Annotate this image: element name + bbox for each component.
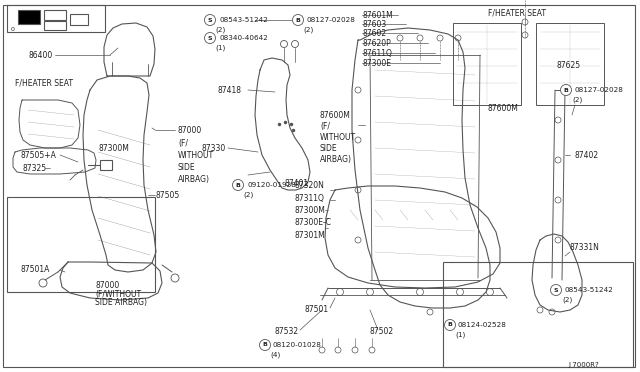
Text: 87311Q: 87311Q	[295, 193, 325, 202]
Text: 87625: 87625	[557, 61, 581, 70]
Bar	[453, 23, 521, 105]
Text: (2): (2)	[562, 297, 572, 303]
Text: J 7000R?: J 7000R?	[568, 362, 599, 368]
Text: 87501A: 87501A	[20, 266, 49, 275]
Bar	[7, 5, 105, 32]
Text: 87501: 87501	[305, 305, 329, 314]
Text: F/HEATER SEAT: F/HEATER SEAT	[15, 78, 73, 87]
Bar	[443, 262, 633, 367]
Text: (4): (4)	[270, 352, 280, 358]
Bar	[44, 10, 66, 20]
Bar	[70, 14, 88, 25]
Text: (F/: (F/	[320, 122, 330, 131]
Text: 87331N: 87331N	[570, 244, 600, 253]
Text: 87505: 87505	[155, 190, 179, 199]
Circle shape	[259, 340, 271, 350]
Text: B: B	[447, 323, 452, 327]
Text: (F/: (F/	[178, 138, 188, 148]
Text: 87320N: 87320N	[295, 180, 325, 189]
Text: 87601M: 87601M	[363, 10, 394, 19]
Text: AIRBAG): AIRBAG)	[320, 154, 352, 164]
Text: B: B	[236, 183, 241, 187]
Circle shape	[445, 320, 456, 330]
Text: 08127-02028: 08127-02028	[307, 17, 356, 23]
Text: 87603: 87603	[363, 19, 387, 29]
Text: 87600M: 87600M	[488, 103, 519, 112]
Circle shape	[205, 15, 216, 26]
Text: S: S	[208, 35, 212, 41]
Text: WITHOUT: WITHOUT	[320, 132, 356, 141]
Circle shape	[292, 15, 303, 26]
Text: SIDE: SIDE	[178, 163, 196, 171]
Text: (1): (1)	[455, 332, 465, 338]
Text: 08543-51242: 08543-51242	[565, 287, 614, 293]
Text: (2): (2)	[303, 27, 313, 33]
Text: 87300E-C: 87300E-C	[295, 218, 332, 227]
Text: F/HEATER SEAT: F/HEATER SEAT	[488, 9, 546, 17]
Text: 87325: 87325	[22, 164, 46, 173]
Circle shape	[561, 84, 572, 96]
Text: (1): (1)	[215, 45, 225, 51]
Text: (2): (2)	[243, 192, 253, 198]
Text: 87620P: 87620P	[363, 38, 392, 48]
Text: SIDE AIRBAG): SIDE AIRBAG)	[95, 298, 147, 308]
Text: 08124-02528: 08124-02528	[458, 322, 507, 328]
Text: B: B	[564, 87, 568, 93]
Text: 08543-51242: 08543-51242	[219, 17, 268, 23]
Text: 87611Q: 87611Q	[363, 48, 393, 58]
Text: 87418: 87418	[218, 86, 242, 94]
Text: (F/WITHOUT: (F/WITHOUT	[95, 289, 141, 298]
Text: 87402: 87402	[575, 151, 599, 160]
Text: 08127-02028: 08127-02028	[575, 87, 624, 93]
Text: 08340-40642: 08340-40642	[219, 35, 268, 41]
Text: AIRBAG): AIRBAG)	[178, 174, 210, 183]
Text: 87505+A: 87505+A	[20, 151, 56, 160]
Text: 87000: 87000	[178, 125, 202, 135]
Circle shape	[550, 285, 561, 295]
Text: WITHOUT: WITHOUT	[178, 151, 214, 160]
Circle shape	[232, 180, 243, 190]
Text: 87600M: 87600M	[320, 110, 351, 119]
Text: B: B	[262, 343, 268, 347]
Text: B: B	[296, 17, 300, 22]
Text: 87330: 87330	[202, 144, 227, 153]
Bar	[44, 21, 66, 30]
Text: 87502: 87502	[370, 327, 394, 337]
Text: 87300M: 87300M	[98, 144, 129, 153]
Text: 0: 0	[11, 27, 15, 32]
Text: 87301M: 87301M	[295, 231, 326, 240]
Text: 87300M: 87300M	[295, 205, 326, 215]
Text: 87602: 87602	[363, 29, 387, 38]
Text: SIDE: SIDE	[320, 144, 338, 153]
Text: 09120-01928: 09120-01928	[247, 182, 296, 188]
Text: 87000: 87000	[95, 280, 119, 289]
Text: 08120-01028: 08120-01028	[273, 342, 322, 348]
Bar	[7, 197, 155, 292]
Text: 86400: 86400	[28, 51, 52, 60]
Text: 87532: 87532	[275, 327, 299, 337]
Bar	[100, 160, 112, 170]
Text: (2): (2)	[572, 97, 582, 103]
Text: (2): (2)	[215, 27, 225, 33]
Bar	[536, 23, 604, 105]
Text: S: S	[208, 17, 212, 22]
Text: 87401: 87401	[285, 179, 309, 187]
Text: S: S	[554, 288, 558, 292]
Circle shape	[205, 32, 216, 44]
Bar	[18, 10, 40, 24]
Text: 87300E: 87300E	[363, 58, 392, 67]
